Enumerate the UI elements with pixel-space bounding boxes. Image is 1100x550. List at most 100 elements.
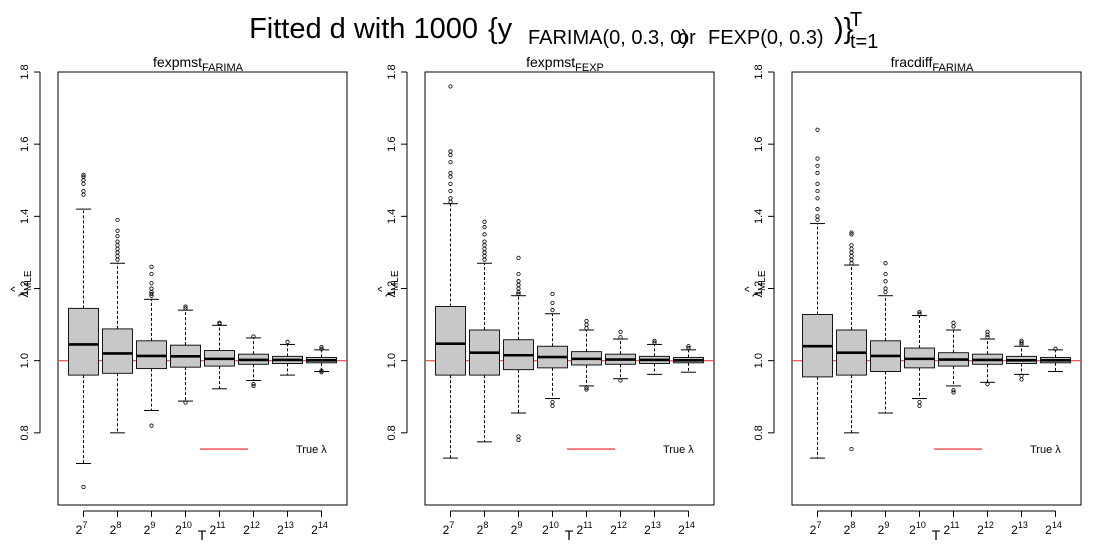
outlier-point <box>1019 340 1024 345</box>
y-axis-label: λMLE ^ <box>742 270 768 297</box>
outlier-point <box>584 385 589 390</box>
x-tick-label: 27 <box>443 520 455 537</box>
outlier-point <box>81 192 86 197</box>
outlier-point <box>319 368 324 373</box>
title-subscript: t=1 <box>850 31 878 50</box>
y-tick-label: 1.8 <box>753 64 765 79</box>
outlier-point <box>584 322 589 327</box>
plot-frame <box>57 71 348 506</box>
outlier-point <box>584 318 589 324</box>
outlier-point <box>883 290 888 295</box>
outlier-point <box>516 279 521 284</box>
outlier-point <box>815 181 820 186</box>
outlier-point <box>951 320 956 325</box>
outlier-point <box>849 250 854 255</box>
x-tick-label: 213 <box>644 520 661 537</box>
x-tick-label: 29 <box>511 520 523 537</box>
outlier-point <box>815 196 820 201</box>
x-axis-label: T <box>565 527 574 543</box>
outlier-point <box>115 217 120 223</box>
y-tick-label: 1.6 <box>753 137 765 152</box>
outlier-point <box>516 291 521 297</box>
x-tick-label: 211 <box>943 520 959 537</box>
outlier-point <box>516 434 521 439</box>
panel-title: fracdiffFARIMA <box>891 54 974 74</box>
outlier-point <box>849 232 854 237</box>
y-tick-label: 1.4 <box>386 209 398 224</box>
outlier-point <box>550 300 555 306</box>
box <box>102 328 133 374</box>
outlier-point <box>251 334 256 339</box>
outlier-point <box>985 382 990 387</box>
outlier-point <box>149 291 154 297</box>
title-superscript: T <box>850 9 862 31</box>
outlier-point <box>985 329 990 334</box>
y-tick-label: 1.6 <box>386 137 398 152</box>
y-tick-label: 1.8 <box>19 64 31 79</box>
outlier-point <box>618 335 623 340</box>
outlier-point <box>516 271 521 277</box>
outlier-point <box>448 199 453 204</box>
outlier-point <box>482 232 487 237</box>
legend-label: True λ <box>663 444 694 456</box>
outlier-point <box>883 279 888 284</box>
boxplot-2: fexpmstFEXP λMLE ^ T 0.8 1.0 1.2 1.4 1.6 1.8 2… <box>375 54 715 543</box>
outlier-point <box>1019 377 1024 382</box>
svg-text:λMLE: λMLE <box>750 270 768 297</box>
svg-text:λMLE: λMLE <box>16 270 34 297</box>
outlier-point <box>951 388 956 393</box>
plot-area: 0.8 1.0 1.2 1.4 1.6 1.8 27 28 29 210 211 212 213 214 T… <box>386 64 715 537</box>
outlier-point <box>482 239 487 244</box>
outlier-point <box>251 383 256 389</box>
x-axis-label: T <box>932 527 941 543</box>
outlier-point <box>81 484 86 490</box>
panel-title: fexpmstFARIMA <box>153 54 244 74</box>
outlier-point <box>448 84 453 89</box>
outlier-point <box>849 253 854 259</box>
panel-3: fracdiffFARIMA λMLE ^ T 0.8 1.0 1.2 1.4 1.6 1… <box>734 50 1100 550</box>
figure-title: Fitted d with 1000 {y FARIMA(0, 0.3, 0) … <box>249 9 878 50</box>
outlier-point <box>686 345 691 351</box>
outlier-point <box>285 339 290 345</box>
outlier-point <box>81 181 86 186</box>
panel-title: fexpmstFEXP <box>526 54 604 74</box>
outlier-point <box>448 152 453 158</box>
x-tick-label: 214 <box>311 520 328 537</box>
outlier-point <box>815 127 820 132</box>
x-tick-label: 29 <box>878 520 890 537</box>
outlier-point <box>1019 338 1024 343</box>
x-axis-label: T <box>198 527 207 543</box>
outlier-point <box>149 423 154 428</box>
x-tick-label: 210 <box>909 520 926 537</box>
outlier-point <box>448 196 453 201</box>
outlier-point <box>550 403 555 408</box>
outlier-point <box>183 400 188 405</box>
x-tick-label: 27 <box>810 520 822 537</box>
panel-title-sub: FARIMA <box>932 62 974 74</box>
plot-frame <box>424 71 715 506</box>
title-main: Fitted d with 1000 <box>249 13 478 45</box>
outlier-point <box>482 250 487 255</box>
outlier-point <box>849 243 854 248</box>
outlier-point <box>319 344 324 350</box>
outlier-point <box>482 253 487 259</box>
outlier-point <box>149 264 154 269</box>
outlier-point <box>482 243 487 248</box>
x-tick-label: 211 <box>209 520 225 537</box>
outlier-point <box>652 338 657 343</box>
outlier-point <box>849 230 854 235</box>
outlier-point <box>516 255 521 260</box>
outlier-point <box>516 282 521 287</box>
outlier-point <box>883 271 888 277</box>
outlier-point <box>849 261 854 266</box>
outlier-point <box>482 225 487 230</box>
outlier-point <box>985 332 990 337</box>
title-or: or <box>678 27 696 49</box>
y-tick-label: 1.4 <box>753 209 765 224</box>
outlier-point <box>917 400 922 405</box>
outlier-point <box>81 172 86 177</box>
outlier-point <box>917 311 922 316</box>
outlier-point <box>618 378 623 383</box>
svg-text:λMLE: λMLE <box>383 270 401 297</box>
panel-title-sub: FARIMA <box>202 62 244 74</box>
